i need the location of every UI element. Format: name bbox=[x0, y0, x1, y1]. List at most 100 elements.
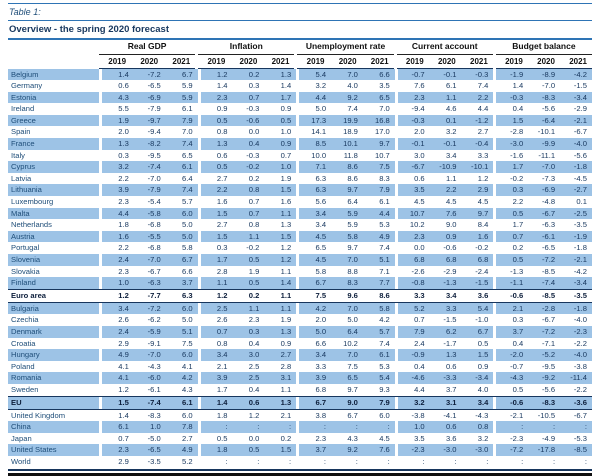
value-group: -4.6 -3.3 -3.4 bbox=[397, 372, 494, 384]
value-cell: -1.9 bbox=[510, 69, 524, 79]
value-cell: 0.7 bbox=[248, 92, 260, 102]
value-cell: -0.9 bbox=[411, 350, 425, 360]
value-cell: 1.5 bbox=[512, 115, 524, 125]
value-cell: -6.4 bbox=[542, 115, 556, 125]
value-cell: 8.4 bbox=[477, 220, 489, 230]
value-group: 2.0 -9.4 7.0 bbox=[102, 126, 198, 138]
value-cell: 2.1 bbox=[216, 361, 228, 371]
value-cell: 0.7 bbox=[512, 231, 524, 241]
year-header: 2021 bbox=[470, 56, 488, 66]
value-cell: 1.6 bbox=[216, 197, 228, 207]
table-row: Euro area 1.2 -7.7 6.3 1.2 0.2 1.1 7.5 9.6 8.6 3.3… bbox=[8, 288, 592, 303]
value-group: 0.3 -6.9 -2.7 bbox=[496, 184, 592, 197]
value-cell: 7.9 bbox=[379, 185, 390, 195]
table-row: United Kingdom 1.4 -8.3 6.0 1.8 1.2 2.1 3.8 6.7 6… bbox=[8, 410, 592, 422]
table-row: Bulgaria 3.4 -7.2 6.0 2.5 1.1 1.1 4.2 7.0 5.8 5.2 3… bbox=[8, 302, 592, 315]
value-cell: -1.1 bbox=[510, 278, 524, 288]
value-cell: 2.8 bbox=[216, 266, 228, 276]
bottom-rule-outer bbox=[8, 472, 592, 476]
year-header: 2019 bbox=[505, 56, 523, 66]
value-group: 4.2 7.0 5.8 bbox=[299, 302, 395, 315]
value-cell: 1.5 bbox=[216, 231, 228, 241]
value-group: 4.9 -7.0 6.0 bbox=[102, 349, 198, 361]
row-label: Euro area bbox=[11, 290, 47, 300]
value-cell: 2.3 bbox=[414, 92, 425, 102]
value-cell: 2.7 bbox=[477, 127, 489, 137]
value-cell: 0.4 bbox=[512, 338, 524, 348]
value-cell: 0.5 bbox=[477, 338, 489, 348]
value-cell: -5.3 bbox=[573, 433, 587, 443]
value-cell: -6.3 bbox=[147, 278, 161, 288]
value-cell: 0.7 bbox=[118, 433, 129, 443]
value-cell: 2.7 bbox=[182, 433, 193, 443]
value-cell: 1.1 bbox=[280, 290, 292, 300]
value-group: 3.5 2.2 2.9 bbox=[397, 184, 494, 197]
value-group: -0.3 0.1 -1.2 bbox=[397, 114, 494, 127]
value-cell: 3.7 bbox=[315, 445, 327, 455]
value-cell: 3.2 bbox=[445, 127, 457, 137]
column-group-header: Budget balance bbox=[495, 41, 593, 55]
table-row: Germany 0.6 -6.5 5.9 1.4 0.3 1.4 3.2 4.0 3.5 7.6 6.… bbox=[8, 80, 592, 92]
value-cell: 4.6 bbox=[445, 104, 457, 114]
value-cell: -17.8 bbox=[537, 445, 556, 455]
value-cell: 4.5 bbox=[315, 231, 327, 241]
value-cell: -5.4 bbox=[147, 197, 161, 207]
value-group: 0.0 -0.6 -0.2 bbox=[398, 242, 494, 254]
value-cell: -7.3 bbox=[542, 173, 556, 183]
value-cell: : bbox=[584, 422, 587, 432]
value-cell: 5.8 bbox=[347, 231, 358, 241]
value-group: 6.5 9.7 7.4 bbox=[299, 242, 395, 254]
value-cell: -5.9 bbox=[147, 326, 161, 336]
value-cell: 4.2 bbox=[315, 303, 327, 313]
value-group: 7.5 9.6 8.6 bbox=[299, 290, 395, 302]
value-cell: 1.6 bbox=[280, 197, 292, 207]
value-cell: 1.9 bbox=[280, 173, 292, 183]
value-cell: 6.3 bbox=[315, 185, 327, 195]
table-title: Overview - the spring 2020 forecast bbox=[9, 24, 169, 35]
value-group: 0.4 -7.1 -2.2 bbox=[496, 338, 592, 350]
value-cell: 0.7 bbox=[248, 197, 260, 207]
value-group: -9.4 4.6 4.4 bbox=[398, 103, 494, 115]
value-group: 10.7 7.6 9.7 bbox=[397, 207, 494, 220]
value-cell: -0.2 bbox=[246, 243, 260, 253]
row-label: Romania bbox=[8, 372, 99, 384]
value-cell: 2.2 bbox=[118, 243, 129, 253]
value-cell: 1.1 bbox=[248, 231, 260, 241]
year-header: 2020 bbox=[338, 56, 357, 66]
value-cell: 10.0 bbox=[311, 150, 327, 160]
value-cell: 1.4 bbox=[216, 81, 228, 91]
table-row: Denmark 2.4 -5.9 5.1 0.7 0.3 1.3 5.0 6.4 5.7 7.9 6.… bbox=[8, 325, 592, 338]
value-cell: 6.4 bbox=[347, 326, 358, 336]
value-cell: 10.7 bbox=[374, 150, 390, 160]
value-group: 3.0 3.4 3.3 bbox=[398, 150, 494, 162]
value-cell: 3.4 bbox=[445, 290, 457, 300]
value-cell: -4.0 bbox=[573, 315, 587, 325]
value-cell: : bbox=[257, 456, 260, 466]
value-cell: 1.1 bbox=[280, 266, 292, 276]
row-label: Estonia bbox=[8, 91, 99, 104]
value-group: 4.4 9.2 6.5 bbox=[299, 91, 395, 104]
value-cell: -4.2 bbox=[573, 69, 587, 79]
value-cell: -2.8 bbox=[542, 303, 556, 313]
value-cell: -5.6 bbox=[573, 150, 587, 160]
value-cell: -0.3 bbox=[246, 104, 260, 114]
value-group: 17.3 19.9 16.8 bbox=[299, 114, 395, 127]
value-cell: 7.0 bbox=[347, 350, 358, 360]
value-cell: -9.4 bbox=[411, 104, 425, 114]
value-cell: 6.5 bbox=[347, 373, 358, 383]
value-cell: -0.1 bbox=[411, 139, 425, 149]
value-group: 6.3 9.7 7.9 bbox=[299, 184, 395, 197]
value-group: 4.5 7.0 5.1 bbox=[299, 254, 395, 266]
value-cell: 7.8 bbox=[182, 422, 193, 432]
value-cell: 0.4 bbox=[248, 338, 260, 348]
value-cell: 0.5 bbox=[512, 208, 524, 218]
value-cell: 6.6 bbox=[182, 266, 193, 276]
value-group: 5.2 3.3 5.4 bbox=[397, 302, 494, 315]
value-cell: 3.2 bbox=[118, 162, 129, 172]
row-label: France bbox=[8, 138, 99, 150]
value-cell: 5.0 bbox=[315, 104, 327, 114]
value-cell: -1.5 bbox=[443, 315, 457, 325]
value-group: 2.3 -5.4 5.7 bbox=[102, 196, 198, 208]
value-cell: -2.1 bbox=[510, 410, 524, 420]
value-cell: : bbox=[486, 456, 489, 466]
